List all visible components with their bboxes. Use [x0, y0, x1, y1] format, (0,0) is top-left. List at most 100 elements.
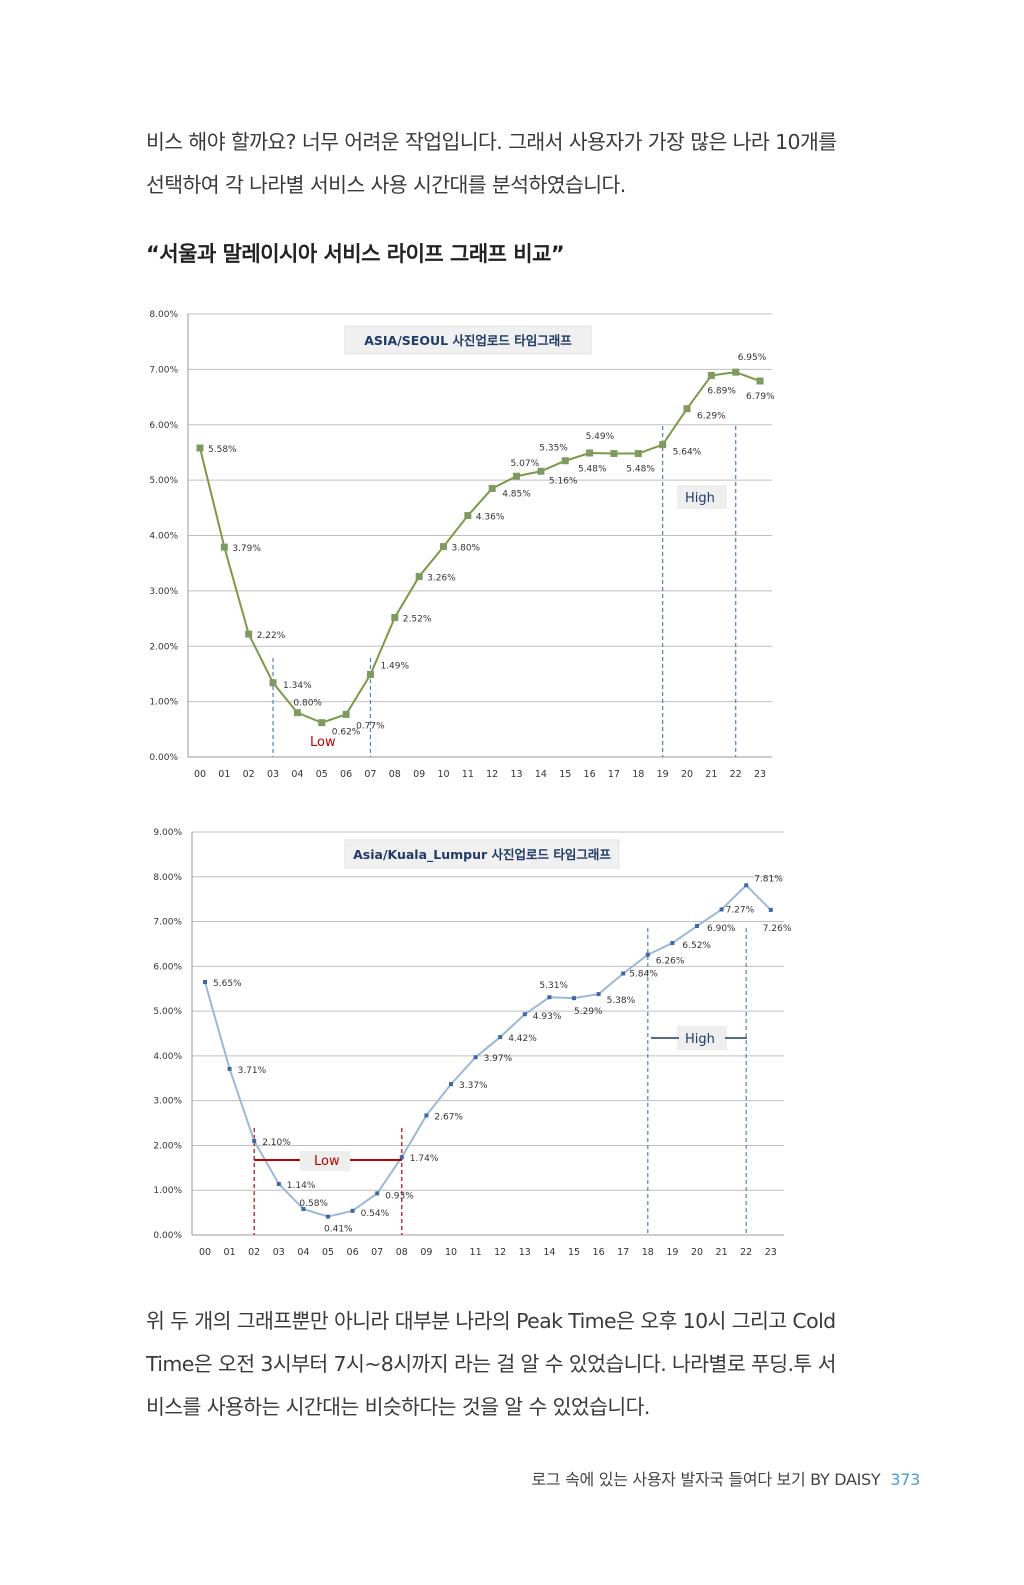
- data-point-marker: [196, 444, 204, 452]
- data-point-marker: [473, 1055, 478, 1060]
- data-label: 0.58%: [299, 1199, 328, 1209]
- data-label: 3.37%: [459, 1081, 488, 1091]
- chart-title: Asia/Kuala_Lumpur 사진업로드 타임그래프: [353, 847, 611, 863]
- data-point-marker: [768, 907, 773, 912]
- data-label: 6.79%: [746, 392, 775, 402]
- x-tick-label: 00: [194, 769, 206, 780]
- data-label: 5.31%: [539, 981, 568, 991]
- data-point-marker: [732, 368, 740, 376]
- data-point-marker: [375, 1191, 380, 1196]
- x-tick-label: 20: [681, 769, 693, 780]
- x-tick-label: 12: [486, 769, 498, 780]
- x-tick-label: 03: [273, 1247, 285, 1258]
- y-tick-label: 2.00%: [149, 642, 178, 652]
- data-label: 5.65%: [213, 979, 242, 989]
- data-label: 4.42%: [508, 1034, 537, 1044]
- data-label: 3.26%: [427, 573, 456, 583]
- x-tick-label: 02: [243, 769, 255, 780]
- data-label: 4.85%: [502, 489, 531, 499]
- data-label: 3.79%: [232, 544, 261, 554]
- high-label-box: [677, 485, 727, 509]
- y-tick-label: 0.00%: [153, 1231, 182, 1241]
- y-tick-label: 8.00%: [153, 873, 182, 883]
- data-point-marker: [269, 679, 277, 687]
- x-tick-label: 17: [617, 1247, 629, 1258]
- data-label: 0.77%: [356, 721, 385, 731]
- y-tick-label: 4.00%: [149, 532, 178, 542]
- x-tick-label: 12: [494, 1247, 506, 1258]
- data-point-marker: [424, 1113, 429, 1118]
- data-label: 7.81%: [754, 874, 783, 884]
- x-tick-label: 20: [691, 1247, 703, 1258]
- data-point-marker: [621, 971, 626, 976]
- data-label: 6.26%: [656, 957, 685, 967]
- data-label: 0.62%: [332, 728, 361, 738]
- x-tick-label: 06: [340, 769, 352, 780]
- data-label: 4.93%: [533, 1012, 562, 1022]
- y-tick-label: 3.00%: [153, 1097, 182, 1107]
- data-point-marker: [449, 1082, 453, 1087]
- data-point-marker: [670, 941, 675, 946]
- x-tick-label: 22: [730, 769, 742, 780]
- data-label: 5.49%: [586, 432, 615, 442]
- x-tick-label: 01: [218, 769, 230, 780]
- low-label: Low: [310, 735, 336, 750]
- data-point-marker: [488, 484, 496, 492]
- x-tick-label: 05: [316, 769, 328, 780]
- data-point-marker: [391, 613, 399, 621]
- data-point-marker: [227, 1066, 232, 1071]
- y-tick-label: 7.00%: [149, 365, 178, 375]
- x-tick-label: 22: [740, 1247, 752, 1258]
- data-point-marker: [440, 543, 447, 551]
- data-label: 3.80%: [452, 544, 481, 554]
- data-point-marker: [318, 719, 326, 727]
- y-tick-label: 8.00%: [149, 310, 178, 320]
- data-label: 5.64%: [673, 448, 702, 458]
- data-label: 2.22%: [257, 631, 286, 641]
- x-tick-label: 14: [535, 769, 547, 780]
- x-tick-label: 18: [642, 1247, 654, 1258]
- low-label: Low: [314, 1154, 340, 1169]
- conclusion-line-3: 비스를 사용하는 시간대는 비슷하다는 것을 알 수 있었습니다.: [146, 1395, 650, 1419]
- chart-title-box: [344, 839, 620, 869]
- data-label: 2.67%: [434, 1112, 463, 1122]
- y-tick-label: 7.00%: [153, 918, 182, 928]
- data-label: 5.84%: [629, 969, 658, 979]
- data-point-marker: [276, 1181, 281, 1186]
- intro-line-2: 선택하여 각 나라별 서비스 사용 시간대를 분석하였습니다.: [146, 173, 626, 197]
- data-label: 5.48%: [578, 465, 607, 475]
- data-label: 3.71%: [238, 1066, 267, 1076]
- y-tick-label: 5.00%: [153, 1007, 182, 1017]
- y-tick-label: 9.00%: [153, 828, 182, 838]
- data-label: 5.07%: [511, 459, 540, 469]
- x-tick-label: 10: [437, 769, 449, 780]
- chart-title-box: [344, 325, 592, 355]
- data-point-marker: [744, 883, 749, 888]
- x-tick-label: 09: [420, 1247, 432, 1258]
- x-tick-label: 08: [389, 769, 401, 780]
- y-tick-label: 6.00%: [153, 962, 182, 972]
- chart-title: ASIA/SEOUL 사진업로드 타임그래프: [364, 333, 572, 348]
- data-point-marker: [756, 377, 764, 385]
- x-tick-label: 23: [754, 769, 766, 780]
- x-tick-label: 03: [267, 769, 279, 780]
- data-label: 5.38%: [607, 996, 636, 1006]
- data-point-marker: [399, 1155, 404, 1160]
- x-tick-label: 19: [666, 1247, 678, 1258]
- seoul-upload-time-chart: 0.00% 1.00% 2.00% 3.00% 4.00% 5.00% 6.00% 7.00%…: [149, 310, 775, 780]
- data-point-marker: [513, 472, 521, 480]
- intro-line-1: 비스 해야 할까요? 너무 어려운 작업입니다. 그래서 사용자가 가장 많은 …: [146, 130, 837, 154]
- data-label: 1.34%: [283, 681, 312, 691]
- y-tick-label: 5.00%: [149, 476, 178, 486]
- kuala-lumpur-upload-time-chart: 0.00% 1.00% 2.00% 3.00% 4.00% 5.00% 6.00% 7.00%…: [153, 828, 792, 1258]
- data-label: 3.97%: [484, 1054, 513, 1064]
- data-point-marker: [572, 996, 576, 1001]
- data-label: 0.80%: [293, 699, 322, 709]
- page-footer: 로그 속에 있는 사용자 발자국 들여다 보기 BY DAISY 373: [532, 1466, 921, 1490]
- y-tick-label: 1.00%: [153, 1186, 182, 1196]
- y-tick-label: 1.00%: [149, 698, 178, 708]
- data-point-marker: [326, 1214, 330, 1219]
- data-label: 7.26%: [763, 924, 792, 934]
- data-label: 6.89%: [707, 386, 736, 396]
- data-point-marker: [707, 371, 715, 379]
